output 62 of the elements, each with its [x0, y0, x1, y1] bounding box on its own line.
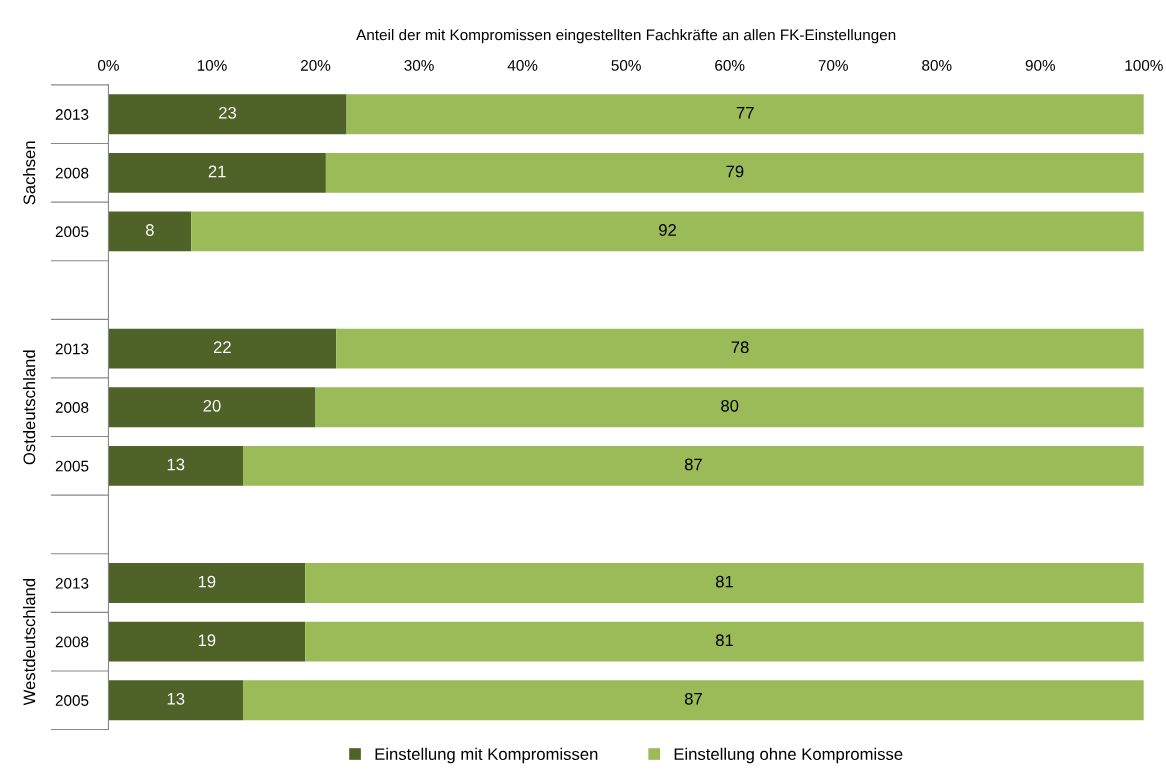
data-label: 22	[213, 341, 231, 353]
data-label: 23	[219, 106, 237, 119]
x-tick-label: 70%	[818, 59, 848, 71]
bar	[325, 152, 1144, 193]
data-label: 87	[684, 458, 702, 471]
y-tick-label: 2008	[55, 167, 89, 179]
bar	[346, 94, 1144, 135]
x-tick-label: 0%	[97, 59, 119, 71]
x-tick-label: 100%	[1125, 59, 1163, 71]
data-label: 77	[736, 107, 754, 119]
bar	[243, 680, 1144, 721]
data-label: 13	[167, 692, 185, 705]
bar	[108, 445, 244, 486]
y-tick-label: 2013	[55, 343, 89, 355]
legend-label: Einstellung mit Kompromissen	[375, 747, 598, 764]
bar	[336, 328, 1144, 369]
y-tick-label: 2005	[55, 226, 89, 238]
data-label: 87	[684, 692, 702, 705]
legend-label: Einstellung ohne Kompromisse	[674, 747, 903, 764]
x-tick-label: 60%	[715, 59, 745, 71]
bar	[243, 445, 1144, 486]
x-tick-label: 80%	[922, 59, 952, 71]
data-label: 21	[208, 165, 226, 178]
y-tick-label: 2005	[55, 460, 89, 472]
data-label: 81	[715, 634, 733, 647]
bar	[191, 211, 1144, 252]
x-tick-label: 40%	[507, 59, 538, 71]
bar	[108, 680, 244, 721]
data-label: 8	[145, 224, 154, 236]
data-label: 79	[726, 165, 744, 178]
bar	[108, 621, 306, 662]
bar	[108, 328, 337, 369]
x-tick-label: 10%	[197, 59, 227, 71]
text: Westdeutschland	[23, 578, 36, 706]
y-tick-label: 2008	[55, 402, 89, 413]
data-label: 92	[659, 224, 676, 236]
bar	[315, 387, 1144, 428]
bar	[108, 211, 192, 252]
x-tick-label: 50%	[611, 59, 641, 71]
bar	[108, 563, 306, 603]
bar	[305, 563, 1144, 603]
text: Sachsen	[23, 141, 36, 205]
y-tick-label: 2013	[55, 109, 89, 120]
data-label: 20	[203, 399, 221, 412]
x-axis-title: Anteil der mit Kompromissen eingestellten Fachkräfte an allen FK-Einstellungen	[356, 29, 896, 44]
y-tick-label: 2005	[55, 695, 89, 706]
y-tick-label: 2013	[55, 577, 89, 589]
data-label: 19	[198, 634, 216, 647]
bar	[305, 621, 1144, 662]
bar	[108, 387, 316, 428]
data-label: 19	[198, 575, 216, 588]
bar	[108, 94, 347, 135]
x-tick-label: 30%	[404, 59, 434, 71]
x-tick-label: 20%	[301, 59, 331, 71]
text: Ostdeutschland	[23, 350, 36, 465]
data-label: 13	[167, 458, 185, 471]
data-label: 81	[715, 575, 733, 588]
x-tick-label: 90%	[1025, 59, 1056, 71]
y-tick-label: 2008	[55, 636, 89, 648]
data-label: 78	[731, 341, 749, 354]
data-label: 80	[721, 399, 739, 412]
bar	[108, 152, 326, 193]
